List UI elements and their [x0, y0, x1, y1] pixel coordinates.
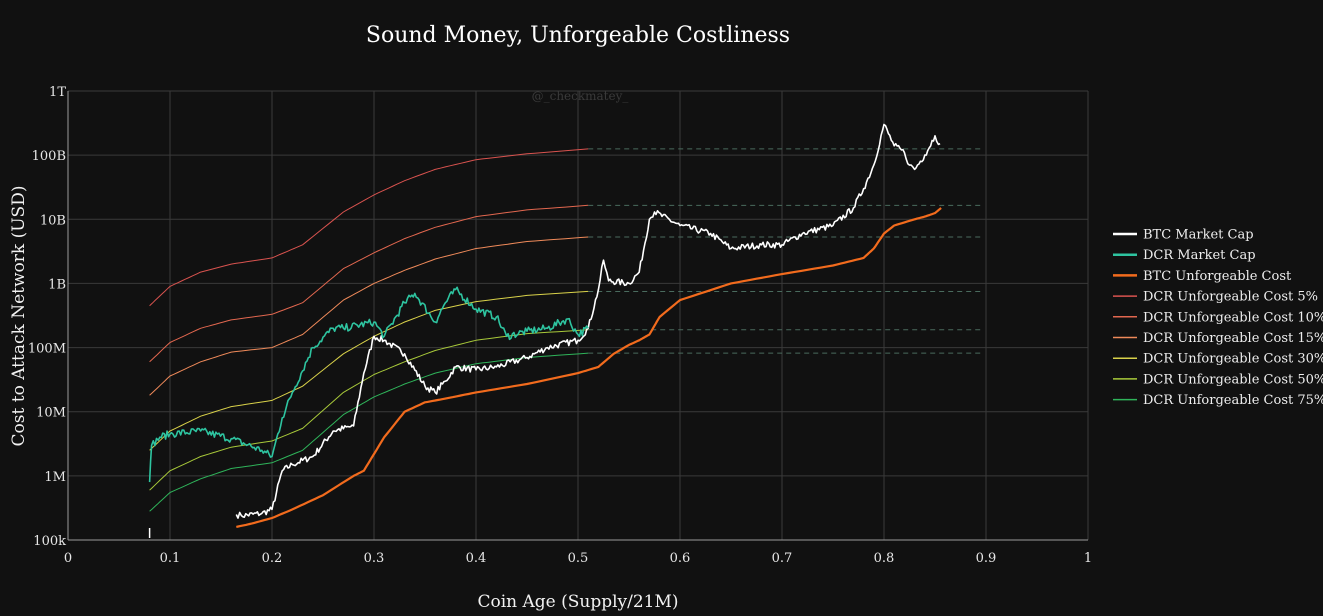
legend-label: DCR Unforgeable Cost 5%	[1143, 290, 1318, 305]
x-tick-label: 0.7	[772, 551, 793, 566]
legend-label: DCR Unforgeable Cost 15%	[1143, 331, 1323, 346]
y-tick-label: 10B	[40, 213, 66, 228]
legend-label: DCR Unforgeable Cost 10%	[1143, 310, 1323, 325]
y-tick-label: 1T	[49, 85, 66, 100]
legend-item-dcr-unforgeable-cost-30pct[interactable]: DCR Unforgeable Cost 30%	[1113, 352, 1323, 367]
legend-item-dcr-unforgeable-cost-75pct[interactable]: DCR Unforgeable Cost 75%	[1113, 393, 1323, 408]
y-tick-label: 10M	[36, 406, 66, 421]
x-axis-title: Coin Age (Supply/21M)	[477, 592, 678, 612]
legend-item-dcr-market-cap[interactable]: DCR Market Cap	[1113, 248, 1256, 263]
series-line-dcr-unforgeable-cost-50pct	[149, 329, 589, 491]
y-axis-title: Cost to Attack Network (USD)	[9, 186, 29, 447]
watermark: @_checkmatey_	[532, 89, 629, 103]
series-line-btc-market-cap	[235, 123, 941, 519]
series-lines	[148, 123, 942, 538]
legend-label: DCR Unforgeable Cost 75%	[1143, 393, 1323, 408]
series-line-dcr-unforgeable-cost-30pct	[149, 290, 589, 451]
legend-item-btc-market-cap[interactable]: BTC Market Cap	[1113, 228, 1254, 243]
y-tick-label: 100k	[33, 534, 66, 549]
legend-label: BTC Market Cap	[1143, 228, 1254, 243]
x-tick-label: 1	[1084, 551, 1092, 566]
x-tick-label: 0.9	[976, 551, 997, 566]
x-tick-label: 0.6	[670, 551, 691, 566]
x-tick-label: 0.5	[568, 551, 589, 566]
legend-item-dcr-unforgeable-cost-15pct[interactable]: DCR Unforgeable Cost 15%	[1113, 331, 1323, 346]
x-tick-label: 0.4	[466, 551, 487, 566]
projection-lines	[588, 148, 981, 354]
legend-item-btc-unforgeable-cost[interactable]: BTC Unforgeable Cost	[1113, 269, 1292, 284]
y-tick-label: 1B	[48, 277, 66, 292]
y-tick-label: 1M	[44, 470, 66, 485]
x-tick-label: 0	[64, 551, 72, 566]
legend-label: DCR Market Cap	[1143, 248, 1256, 263]
legend-label: BTC Unforgeable Cost	[1143, 269, 1292, 284]
legend: BTC Market Cap DCR Market Cap BTC Unforgea…	[1113, 228, 1323, 408]
y-tick-label: 100B	[32, 149, 66, 164]
axis-ticks: 0 0.1 0.2 0.3 0.4 0.5 0.6 0.7 0.8 0.9 1 100k 1M 10M 10…	[28, 85, 1092, 566]
series-line-dcr-market-cap	[148, 286, 589, 483]
series-line-dcr-unforgeable-cost-5pct	[149, 148, 589, 307]
series-line-dcr-unforgeable-cost-15pct	[149, 236, 589, 396]
x-tick-label: 0.1	[160, 551, 181, 566]
legend-item-dcr-unforgeable-cost-5pct[interactable]: DCR Unforgeable Cost 5%	[1113, 290, 1318, 305]
grid	[67, 90, 1089, 541]
legend-item-dcr-unforgeable-cost-10pct[interactable]: DCR Unforgeable Cost 10%	[1113, 310, 1323, 325]
y-tick-label: 100M	[28, 342, 66, 357]
series-line-dcr-unforgeable-cost-10pct	[149, 204, 589, 363]
series-line-dcr-unforgeable-cost-75pct	[149, 352, 589, 512]
x-tick-label: 0.2	[262, 551, 283, 566]
legend-item-dcr-unforgeable-cost-50pct[interactable]: DCR Unforgeable Cost 50%	[1113, 372, 1323, 387]
legend-label: DCR Unforgeable Cost 50%	[1143, 372, 1323, 387]
series-line-btc-unforgeable-cost	[236, 207, 942, 528]
x-tick-label: 0.3	[364, 551, 385, 566]
chart-title: Sound Money, Unforgeable Costliness	[366, 23, 790, 48]
x-tick-label: 0.8	[874, 551, 895, 566]
legend-label: DCR Unforgeable Cost 30%	[1143, 352, 1323, 367]
